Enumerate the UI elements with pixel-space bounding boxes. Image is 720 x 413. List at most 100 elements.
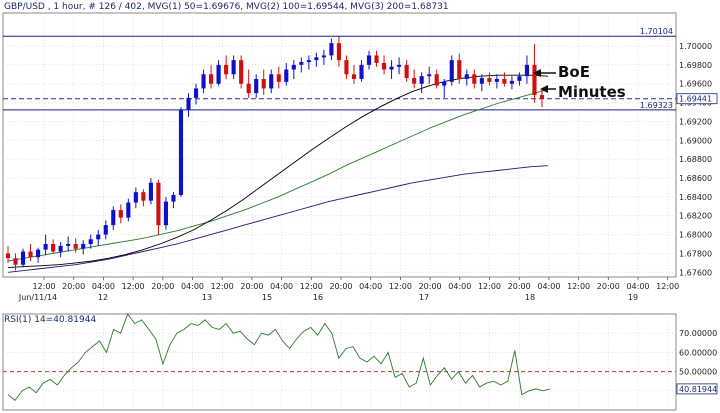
candle bbox=[351, 64, 357, 84]
candle bbox=[73, 238, 78, 253]
candle-body bbox=[73, 244, 78, 249]
candle-body bbox=[13, 258, 18, 265]
price-horizontal-lines bbox=[3, 35, 676, 111]
candle-body bbox=[20, 251, 26, 265]
candle-body bbox=[359, 64, 364, 79]
candle bbox=[96, 229, 101, 246]
candle-body bbox=[479, 78, 484, 84]
candle bbox=[111, 206, 116, 230]
candle bbox=[284, 62, 289, 86]
candle-body bbox=[28, 251, 33, 258]
candle-body bbox=[381, 62, 387, 70]
ma200-line bbox=[7, 165, 549, 273]
candle-body bbox=[216, 64, 221, 84]
candle bbox=[156, 179, 161, 235]
candle-body bbox=[351, 74, 357, 79]
date-label: 12 bbox=[98, 293, 108, 302]
current-price-label: 1.69441 bbox=[679, 95, 712, 104]
candle bbox=[231, 55, 236, 79]
current-price-box bbox=[676, 93, 718, 105]
price-level-label: 1.69323 bbox=[640, 101, 673, 110]
candle bbox=[487, 72, 492, 86]
candle bbox=[163, 196, 169, 230]
price-y-tick-label: 1.70000 bbox=[679, 42, 712, 51]
candle bbox=[51, 239, 56, 254]
rsi-gridlines bbox=[3, 314, 676, 410]
candle bbox=[314, 52, 319, 67]
candle-body bbox=[133, 192, 138, 203]
time-tick-label: 04:00 bbox=[537, 282, 560, 291]
date-label: 18 bbox=[525, 293, 535, 302]
candle bbox=[524, 55, 530, 84]
candle bbox=[412, 69, 417, 89]
price-y-tick-label: 1.68600 bbox=[679, 174, 712, 183]
candle bbox=[472, 69, 477, 89]
rsi-series-line bbox=[7, 313, 551, 402]
time-tick-label: 12:00 bbox=[656, 282, 679, 291]
candle-body bbox=[239, 60, 244, 84]
time-tick-label: 04:00 bbox=[270, 282, 293, 291]
candle-body bbox=[329, 43, 334, 56]
rsi-y-tick-label: 70.00000 bbox=[679, 329, 717, 338]
time-tick-label: 20:00 bbox=[508, 282, 531, 291]
candle bbox=[344, 55, 349, 79]
candle bbox=[464, 69, 469, 86]
price-level-label: 1.70104 bbox=[640, 27, 673, 36]
candle-body bbox=[186, 97, 191, 111]
candle bbox=[276, 66, 281, 89]
candle bbox=[449, 55, 454, 86]
date-label: 16 bbox=[313, 293, 323, 302]
candle-body bbox=[118, 210, 123, 218]
candle-body bbox=[434, 74, 439, 86]
candle-body bbox=[321, 55, 326, 58]
candle-body bbox=[261, 79, 266, 89]
price-y-tick-label: 1.68000 bbox=[679, 231, 712, 240]
date-label: 15 bbox=[262, 293, 272, 302]
time-tick-label: 12:00 bbox=[32, 282, 55, 291]
candle-body bbox=[509, 80, 514, 84]
time-tick-label: 20:00 bbox=[151, 282, 174, 291]
annotation-boe: BoE bbox=[558, 63, 590, 81]
candle-body bbox=[96, 234, 101, 240]
time-tick-label: 20:00 bbox=[62, 282, 85, 291]
candle bbox=[246, 69, 251, 98]
time-tick-label: 20:00 bbox=[419, 282, 442, 291]
candle bbox=[88, 234, 93, 249]
candle-body bbox=[103, 225, 108, 235]
price-y-tick-label: 1.69600 bbox=[679, 80, 712, 89]
candle-body bbox=[314, 57, 319, 61]
candle bbox=[457, 53, 462, 84]
candle-body bbox=[254, 79, 259, 94]
price-level-labels: 1.70104 1.69323 1.69441 bbox=[640, 27, 718, 110]
candle-body bbox=[449, 60, 454, 82]
candle-body bbox=[539, 95, 545, 99]
candle bbox=[261, 69, 266, 96]
candle bbox=[201, 69, 206, 94]
candle bbox=[366, 50, 372, 70]
time-tick-label: 12:00 bbox=[389, 282, 412, 291]
time-tick-label: 20:00 bbox=[240, 282, 263, 291]
candle-body bbox=[111, 210, 116, 226]
time-tick-label: 04:00 bbox=[359, 282, 382, 291]
candle bbox=[133, 187, 138, 209]
time-tick-label: 12:00 bbox=[567, 282, 590, 291]
candle-body bbox=[442, 81, 447, 86]
date-label: Jun/11/14 bbox=[18, 293, 57, 302]
time-tick-label: 04:00 bbox=[626, 282, 649, 291]
candle-body bbox=[156, 182, 161, 226]
time-axis: 12:00 20:00 04:00 12:00 20:00 04:00 12:00 20:00… bbox=[18, 277, 679, 302]
candle-body bbox=[43, 244, 48, 250]
candle-body bbox=[171, 194, 176, 202]
candle bbox=[321, 49, 326, 65]
candle-body bbox=[464, 74, 469, 79]
candle-body bbox=[397, 64, 402, 67]
candle-body bbox=[246, 83, 251, 94]
candle bbox=[517, 72, 522, 86]
candle bbox=[442, 79, 447, 98]
candle bbox=[329, 38, 334, 61]
candle-body bbox=[419, 76, 424, 84]
candle-body bbox=[224, 64, 229, 75]
rsi-plot-area bbox=[2, 313, 677, 411]
candle-body bbox=[126, 202, 131, 218]
